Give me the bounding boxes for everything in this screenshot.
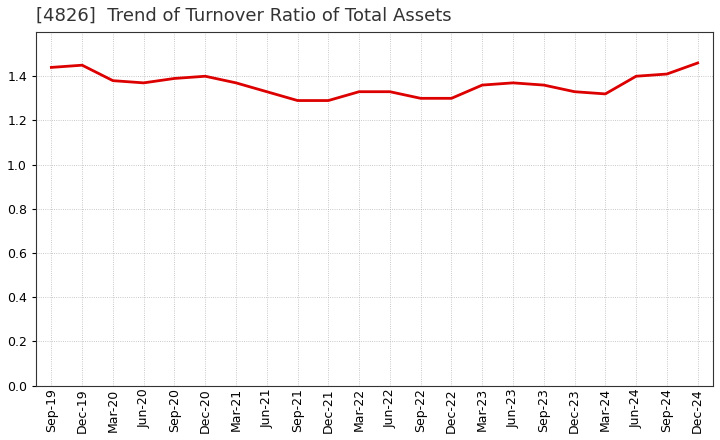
Text: [4826]  Trend of Turnover Ratio of Total Assets: [4826] Trend of Turnover Ratio of Total … [36,7,451,25]
